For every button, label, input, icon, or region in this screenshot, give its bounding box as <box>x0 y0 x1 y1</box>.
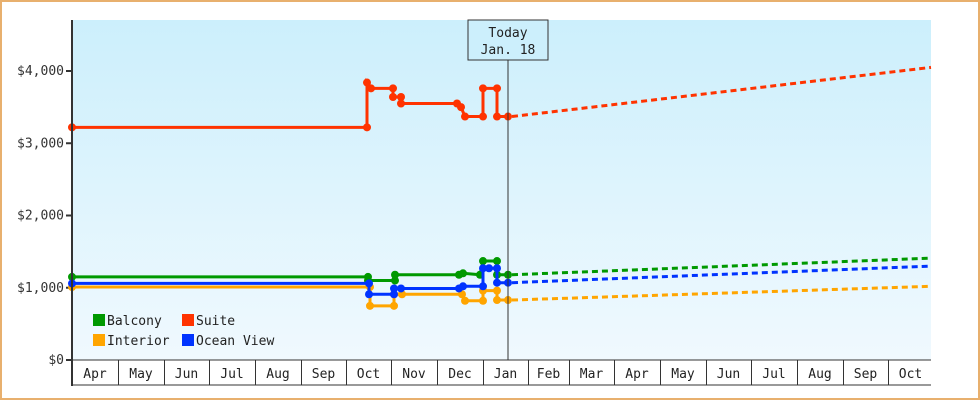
x-tick-label: Apr <box>83 367 107 382</box>
y-axis: $0 $1,000 $2,000 $3,000 $4,000 <box>17 64 72 368</box>
x-tick-label: Nov <box>402 367 426 382</box>
series-ocean-view <box>68 264 932 299</box>
legend-swatch <box>182 314 194 326</box>
x-tick-label: Jan <box>494 367 517 382</box>
today-label: Today <box>488 26 527 41</box>
legend-swatch <box>182 334 194 346</box>
x-tick-label: Jun <box>175 367 198 382</box>
legend-label: Ocean View <box>196 334 274 349</box>
today-date: Jan. 18 <box>481 43 536 58</box>
y-tick-label: $3,000 <box>17 136 64 151</box>
x-tick-label: Jul <box>220 367 243 382</box>
x-tick-label: Apr <box>625 367 649 382</box>
x-tick-label: Aug <box>266 367 289 382</box>
plot-area <box>72 20 931 360</box>
x-tick-label: Oct <box>357 367 380 382</box>
y-tick-label: $0 <box>48 353 64 368</box>
forecast-line <box>511 65 932 119</box>
x-tick-label: Aug <box>808 367 831 382</box>
x-tick-label: Jun <box>717 367 740 382</box>
legend: Balcony Suite Interior Ocean View <box>93 314 274 349</box>
legend-swatch <box>93 334 105 346</box>
legend-swatch <box>93 314 105 326</box>
x-tick-label: Oct <box>899 367 922 382</box>
y-tick-label: $1,000 <box>17 281 64 296</box>
x-tick-label: May <box>129 367 153 382</box>
y-tick-label: $4,000 <box>17 64 64 79</box>
x-tick-label: Mar <box>580 367 604 382</box>
x-tick-label: Jul <box>762 367 785 382</box>
legend-label: Suite <box>196 314 235 329</box>
x-tick-label: Sep <box>854 367 878 382</box>
x-tick-label: Feb <box>537 367 561 382</box>
y-tick-label: $2,000 <box>17 209 64 224</box>
legend-label: Balcony <box>107 314 162 329</box>
x-tick-label: Dec <box>448 367 471 382</box>
x-tick-label: Sep <box>312 367 336 382</box>
x-tick-label: May <box>671 367 695 382</box>
today-marker: Today Jan. 18 <box>467 19 549 360</box>
legend-label: Interior <box>107 334 170 349</box>
series-suite <box>68 65 932 132</box>
x-axis: Apr May Jun Jul Aug Sep Oct Nov Dec Jan Feb Mar Apr M… <box>72 359 931 386</box>
series-lines <box>68 65 932 310</box>
